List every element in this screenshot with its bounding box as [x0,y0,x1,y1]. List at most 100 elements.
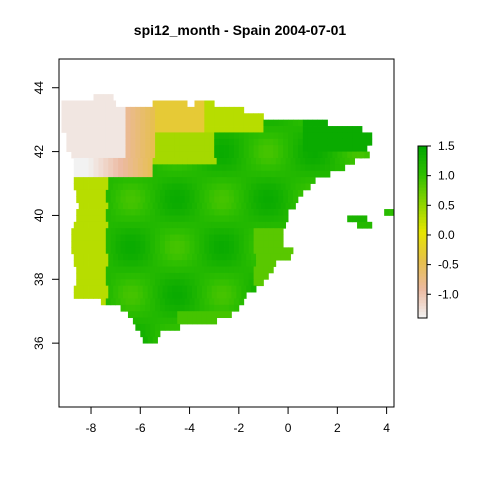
raster-cell [137,170,144,178]
raster-cell [130,196,136,204]
raster-cell [228,145,235,152]
raster-cell [150,304,156,312]
raster-cell [76,209,82,216]
raster-cell [194,279,200,287]
raster-cell [243,113,250,121]
raster-cell [61,100,67,108]
raster-cell [81,189,87,197]
legend-swatch [418,211,427,215]
raster-cell [172,177,178,184]
raster-cell [204,151,210,159]
legend-tick-label: 0.5 [438,198,455,212]
raster-cell [337,145,343,152]
raster-cell [140,304,146,312]
legend-swatch [418,196,427,200]
raster-cell [329,157,336,165]
raster-cell [98,94,104,101]
raster-cell [238,106,245,114]
raster-cell [233,138,240,146]
raster-cell [142,292,149,299]
raster-cell [93,260,99,267]
raster-cell [81,247,87,255]
raster-cell [95,126,102,133]
raster-cell [145,272,151,280]
raster-cell [157,292,163,299]
raster-cell [199,304,205,312]
raster-cell [243,138,250,146]
raster-cell [157,317,163,325]
raster-cell [61,126,67,133]
raster-cell [253,138,259,146]
raster-cell [236,260,242,267]
raster-cell [273,189,279,197]
raster-cell [83,221,89,229]
raster-cell [123,285,129,293]
raster-cell [243,151,250,159]
raster-cell [219,279,225,287]
raster-cell [243,189,250,197]
raster-cell [76,145,82,152]
raster-cell [233,119,240,127]
legend-swatch [418,285,427,289]
raster-cell [300,177,306,184]
raster-cell [137,317,144,325]
legend-swatch [418,178,427,183]
raster-cell [132,170,139,178]
raster-cell [283,126,289,133]
raster-cell [177,164,183,172]
raster-cell [233,266,240,274]
raster-cell [238,240,245,248]
raster-cell [337,151,343,159]
raster-cell [280,183,287,191]
raster-cell [263,145,269,152]
raster-cell [179,106,186,114]
raster-cell [256,202,262,210]
raster-cell [83,170,89,178]
raster-cell [196,164,203,172]
raster-cell [179,145,186,152]
legend-swatch [418,187,427,191]
raster-cell [152,170,158,178]
raster-cell [283,138,289,146]
raster-cell [125,145,131,152]
x-tick-label: 4 [383,421,390,435]
raster-cell [228,272,235,280]
raster-cell [347,126,353,133]
raster-cell [214,266,220,274]
raster-cell [179,234,186,242]
raster-cell [177,285,183,293]
raster-cell [120,266,126,274]
raster-cell [155,247,161,255]
raster-cell [187,157,193,165]
raster-cell [248,119,254,127]
raster-cell [147,317,154,325]
raster-cell [260,183,267,191]
raster-cell [155,228,161,235]
raster-cell [174,279,181,287]
raster-cell [263,132,269,140]
raster-cell [125,119,131,127]
raster-cell [214,240,220,248]
raster-cell [265,183,272,191]
raster-cell [152,311,158,319]
raster-cell [224,234,230,242]
raster-cell [290,202,296,210]
raster-cell [155,240,161,248]
raster-cell [283,119,289,127]
raster-cell [76,215,82,223]
raster-cell [285,170,291,178]
raster-cell [95,113,102,121]
raster-cell [150,151,156,159]
raster-cell [147,253,154,261]
raster-cell [305,183,311,191]
raster-cell [260,260,267,267]
raster-cell [100,228,107,235]
raster-cell [135,266,141,274]
raster-cell [253,228,259,235]
raster-cell [327,132,333,140]
raster-cell [73,170,80,178]
y-tick-label: 36 [32,336,46,350]
raster-cell [147,260,154,267]
raster-cell [233,228,240,235]
